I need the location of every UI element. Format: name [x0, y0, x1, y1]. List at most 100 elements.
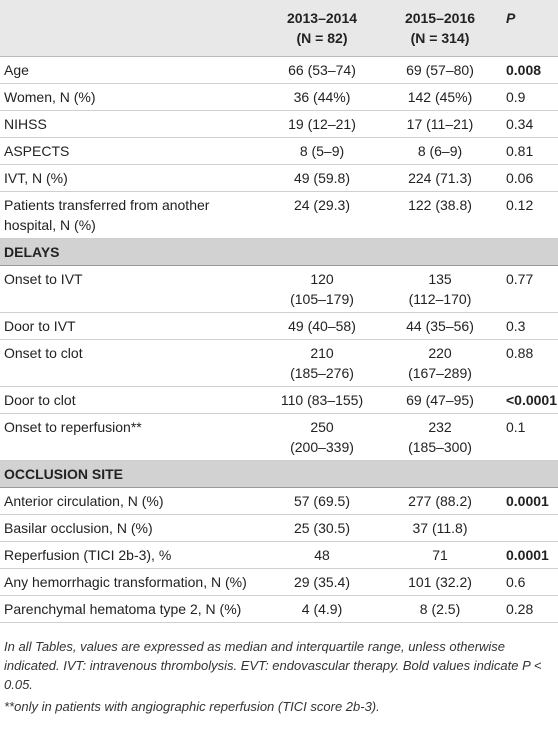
p-value: 0.28	[498, 595, 558, 623]
value-cell: 71	[382, 541, 498, 569]
p-value: 0.06	[498, 164, 558, 192]
row-label: Patients transferred from another hospita…	[0, 191, 262, 239]
value-cell: 220 (167–289)	[382, 339, 498, 387]
p-value: 0.0001	[498, 541, 558, 569]
row-label: Basilar occlusion, N (%)	[0, 514, 262, 542]
value-cell: 110 (83–155)	[262, 386, 382, 414]
cell-line: (167–289)	[408, 365, 472, 381]
p-value: <0.0001	[498, 386, 558, 414]
row-label: Onset to clot	[0, 339, 262, 387]
row-label: Women, N (%)	[0, 83, 262, 111]
p-value: 0.81	[498, 137, 558, 165]
header-cell: 2015–2016 (N = 314)	[382, 0, 498, 57]
row-label: Door to clot	[0, 386, 262, 414]
p-value: 0.88	[498, 339, 558, 387]
value-cell: 25 (30.5)	[262, 514, 382, 542]
value-cell: 69 (57–80)	[382, 56, 498, 84]
value-cell: 122 (38.8)	[382, 191, 498, 239]
value-cell: 135 (112–170)	[382, 265, 498, 313]
data-row: Basilar occlusion, N (%) 25 (30.5) 37 (11.…	[0, 514, 558, 542]
value-cell: 36 (44%)	[262, 83, 382, 111]
value-cell: 19 (12–21)	[262, 110, 382, 138]
row-label: Onset to IVT	[0, 265, 262, 313]
row-label: Any hemorrhagic transformation, N (%)	[0, 568, 262, 596]
value-cell: 4 (4.9)	[262, 595, 382, 623]
p-value: 0.77	[498, 265, 558, 313]
value-cell: 142 (45%)	[382, 83, 498, 111]
row-label: IVT, N (%)	[0, 164, 262, 192]
footnote: In all Tables, values are expressed as m…	[4, 639, 542, 692]
cell-line: 135	[428, 271, 452, 287]
value-cell: 49 (59.8)	[262, 164, 382, 192]
footnote: **only in patients with angiographic rep…	[4, 699, 380, 714]
cell-line: Patients transferred from another	[4, 197, 210, 213]
data-row: Door to IVT 49 (40–58) 44 (35–56) 0.3	[0, 312, 558, 340]
section-row: OCCLUSION SITE	[0, 460, 558, 488]
header-cell: P	[498, 0, 558, 57]
section-title: OCCLUSION SITE	[0, 460, 558, 488]
cell-line: (185–276)	[290, 365, 354, 381]
p-value: 0.9	[498, 83, 558, 111]
section-title: DELAYS	[0, 238, 558, 266]
value-cell: 24 (29.3)	[262, 191, 382, 239]
cell-line: 2013–2014	[286, 10, 358, 26]
cell-line: (185–300)	[408, 439, 472, 455]
value-cell: 29 (35.4)	[262, 568, 382, 596]
data-row: ASPECTS 8 (5–9) 8 (6–9) 0.81	[0, 137, 558, 165]
header-cell: 2013–2014 (N = 82)	[262, 0, 382, 57]
cell-line: (112–170)	[408, 291, 472, 307]
data-row: Onset to reperfusion** 250 (200–339) 232 (18…	[0, 413, 558, 461]
row-label: Anterior circulation, N (%)	[0, 487, 262, 515]
value-cell: 57 (69.5)	[262, 487, 382, 515]
cell-line: 120	[310, 271, 334, 287]
p-value: 0.008	[498, 56, 558, 84]
value-cell: 48	[262, 541, 382, 569]
value-cell: 101 (32.2)	[382, 568, 498, 596]
value-cell: 69 (47–95)	[382, 386, 498, 414]
p-value: 0.6	[498, 568, 558, 596]
data-row: Onset to clot 210 (185–276) 220 (167–289) 0.8…	[0, 339, 558, 387]
header-cell	[0, 0, 262, 57]
data-row: Women, N (%) 36 (44%) 142 (45%) 0.9	[0, 83, 558, 111]
cell-line: 220	[428, 345, 452, 361]
value-cell: 232 (185–300)	[382, 413, 498, 461]
value-cell: 8 (5–9)	[262, 137, 382, 165]
data-row: IVT, N (%) 49 (59.8) 224 (71.3) 0.06	[0, 164, 558, 192]
row-label: Parenchymal hematoma type 2, N (%)	[0, 595, 262, 623]
data-row: Parenchymal hematoma type 2, N (%) 4 (4.9…	[0, 595, 558, 623]
data-row: Patients transferred from another hospita…	[0, 191, 558, 239]
row-label: Door to IVT	[0, 312, 262, 340]
value-cell: 17 (11–21)	[382, 110, 498, 138]
p-value	[498, 514, 558, 542]
value-cell: 224 (71.3)	[382, 164, 498, 192]
value-cell: 37 (11.8)	[382, 514, 498, 542]
p-value: 0.3	[498, 312, 558, 340]
cell-line: 232	[428, 419, 452, 435]
header-row: 2013–2014 (N = 82) 2015–2016 (N = 314) P	[0, 0, 558, 57]
data-row: NIHSS 19 (12–21) 17 (11–21) 0.34	[0, 110, 558, 138]
data-row: Onset to IVT 120 (105–179) 135 (112–170) 0.77	[0, 265, 558, 313]
value-cell: 66 (53–74)	[262, 56, 382, 84]
data-row: Door to clot 110 (83–155) 69 (47–95) <0.000…	[0, 386, 558, 414]
p-value: 0.12	[498, 191, 558, 239]
data-row: Anterior circulation, N (%) 57 (69.5) 277 …	[0, 487, 558, 515]
value-cell: 250 (200–339)	[262, 413, 382, 461]
cell-line: hospital, N (%)	[4, 217, 96, 233]
cell-line: 250	[310, 419, 334, 435]
p-value: 0.1	[498, 413, 558, 461]
value-cell: 8 (6–9)	[382, 137, 498, 165]
row-label: NIHSS	[0, 110, 262, 138]
value-cell: 49 (40–58)	[262, 312, 382, 340]
data-row: Age 66 (53–74) 69 (57–80) 0.008	[0, 56, 558, 84]
value-cell: 120 (105–179)	[262, 265, 382, 313]
data-row: Any hemorrhagic transformation, N (%) 29 …	[0, 568, 558, 596]
cell-line: (N = 82)	[296, 30, 348, 46]
cell-line: (200–339)	[290, 439, 354, 455]
document: 2013–2014 (N = 82) 2015–2016 (N = 314) P Age 6…	[0, 0, 558, 714]
p-value: 0.0001	[498, 487, 558, 515]
cell-line: (N = 314)	[410, 30, 470, 46]
value-cell: 44 (35–56)	[382, 312, 498, 340]
row-label: Age	[0, 56, 262, 84]
data-row: Reperfusion (TICI 2b-3), % 48 71 0.0001	[0, 541, 558, 569]
table: 2013–2014 (N = 82) 2015–2016 (N = 314) P Age 6…	[0, 0, 558, 623]
